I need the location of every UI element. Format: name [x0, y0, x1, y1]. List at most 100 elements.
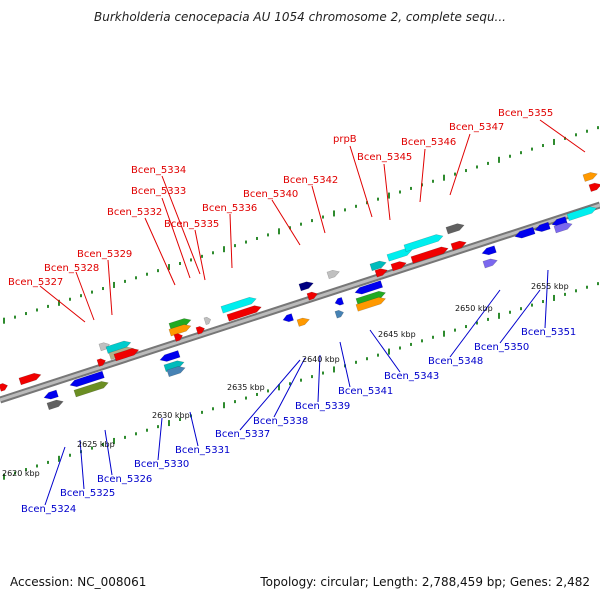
gene-arrow-shape — [553, 222, 573, 234]
leader-line — [339, 341, 351, 388]
gene-arrow[interactable] — [113, 347, 140, 362]
gene-label[interactable]: Bcen_5331 — [175, 445, 230, 456]
gene-arrow[interactable] — [566, 205, 598, 222]
gene-arrow[interactable] — [326, 268, 341, 280]
chromosome-backbone — [0, 201, 600, 404]
gene-arrow[interactable] — [105, 339, 132, 354]
leader-line — [161, 197, 191, 279]
map-title: Burkholderia cenocepacia AU 1054 chromos… — [94, 10, 506, 24]
gene-label[interactable]: prpB — [333, 134, 357, 145]
gene-arrow[interactable] — [334, 309, 345, 319]
gene-arrow[interactable] — [73, 379, 109, 398]
gene-arrow[interactable] — [220, 295, 257, 314]
gene-label[interactable]: Bcen_5329 — [77, 249, 132, 260]
gene-arrow[interactable] — [582, 171, 598, 182]
scale-label: 2645 kbp — [378, 330, 416, 339]
gene-label[interactable]: Bcen_5347 — [449, 122, 504, 133]
gene-label[interactable]: Bcen_5337 — [215, 429, 270, 440]
gene-arrow[interactable] — [18, 371, 42, 386]
gene-label[interactable]: Bcen_5339 — [295, 401, 350, 412]
gene-label[interactable]: Bcen_5345 — [357, 152, 412, 163]
gene-label[interactable]: Bcen_5351 — [521, 327, 576, 338]
gene-arrow-shape — [445, 223, 465, 235]
gene-label[interactable]: Bcen_5332 — [107, 207, 162, 218]
gene-arrow[interactable] — [296, 316, 311, 327]
gene-arrow[interactable] — [410, 245, 449, 264]
gene-label[interactable]: Bcen_5328 — [44, 263, 99, 274]
gene-label[interactable]: Bcen_5343 — [384, 371, 439, 382]
leader-line — [229, 213, 233, 269]
gene-label[interactable]: Bcen_5335 — [164, 219, 219, 230]
gene-arrow[interactable] — [355, 295, 387, 312]
leader-line — [419, 148, 426, 203]
gene-arrow[interactable] — [173, 332, 184, 342]
gene-label[interactable]: Bcen_5341 — [338, 386, 393, 397]
gene-arrow[interactable] — [482, 257, 498, 269]
leader-line — [544, 269, 549, 329]
gene-arrow-shape — [354, 280, 384, 295]
gene-label[interactable]: Bcen_5340 — [243, 189, 298, 200]
gene-label[interactable]: Bcen_5346 — [401, 137, 456, 148]
leader-line — [44, 446, 66, 506]
gene-features[interactable] — [0, 171, 600, 411]
gene-arrow[interactable] — [203, 316, 212, 326]
gene-label[interactable]: Bcen_5334 — [131, 165, 186, 176]
gene-arrow-shape — [113, 348, 140, 362]
leader-line — [107, 259, 113, 316]
gene-arrow[interactable] — [168, 323, 192, 337]
gene-arrow[interactable] — [298, 280, 314, 292]
gene-arrow[interactable] — [43, 389, 59, 401]
gene-label[interactable]: Bcen_5327 — [8, 277, 63, 288]
gene-arrow-shape — [306, 291, 318, 301]
gene-label[interactable]: Bcen_5324 — [21, 504, 76, 515]
gene-label[interactable]: Bcen_5333 — [131, 186, 186, 197]
gene-arrow[interactable] — [481, 245, 497, 257]
gene-label[interactable]: Bcen_5325 — [60, 488, 115, 499]
gene-arrow-shape — [69, 370, 105, 387]
gene-arrow[interactable] — [0, 382, 9, 392]
leader-line — [239, 359, 301, 431]
gene-arrow[interactable] — [514, 226, 536, 240]
gene-arrow[interactable] — [534, 221, 551, 233]
gene-label[interactable]: Bcen_5355 — [498, 108, 553, 119]
gene-arrow[interactable] — [369, 259, 387, 272]
gene-label[interactable]: Bcen_5342 — [283, 175, 338, 186]
gene-arrow[interactable] — [306, 290, 319, 301]
gene-arrow[interactable] — [166, 365, 186, 378]
accession-text: Accession: NC_008061 — [10, 575, 147, 589]
gene-arrow[interactable] — [46, 398, 64, 411]
gene-arrow[interactable] — [163, 359, 185, 373]
leader-line — [157, 417, 163, 461]
gene-arrow-shape — [298, 281, 314, 292]
gene-arrow[interactable] — [588, 181, 600, 192]
leader-line — [369, 329, 401, 373]
gene-label[interactable]: Bcen_5338 — [253, 416, 308, 427]
gene-arrow-shape — [282, 313, 294, 323]
gene-label[interactable]: Bcen_5350 — [474, 342, 529, 353]
leader-line — [79, 439, 85, 490]
gene-arrow[interactable] — [386, 247, 413, 262]
gene-label[interactable]: Bcen_5348 — [428, 356, 483, 367]
gene-arrow[interactable] — [226, 304, 262, 322]
gene-arrow[interactable] — [159, 350, 181, 363]
gene-arrow[interactable] — [96, 357, 107, 367]
gene-arrow-shape — [355, 296, 387, 312]
gene-arrow[interactable] — [69, 370, 105, 388]
gene-arrow-shape — [369, 260, 387, 272]
gene-arrow[interactable] — [390, 260, 407, 272]
gene-arrow[interactable] — [282, 313, 294, 324]
gene-arrow[interactable] — [403, 233, 444, 253]
gene-arrow[interactable] — [195, 325, 206, 335]
leader-line — [499, 289, 541, 344]
gene-label[interactable]: Bcen_5330 — [134, 459, 189, 470]
gene-arrow[interactable] — [450, 239, 467, 251]
gene-arrow[interactable] — [445, 222, 465, 235]
leader-line — [189, 411, 199, 447]
gene-arrow[interactable] — [334, 297, 345, 306]
gene-arrow[interactable] — [553, 221, 573, 234]
gene-arrow[interactable] — [354, 280, 384, 296]
gene-label[interactable]: Bcen_5326 — [97, 474, 152, 485]
gene-arrow[interactable] — [374, 267, 389, 278]
gene-label[interactable]: Bcen_5336 — [202, 203, 257, 214]
